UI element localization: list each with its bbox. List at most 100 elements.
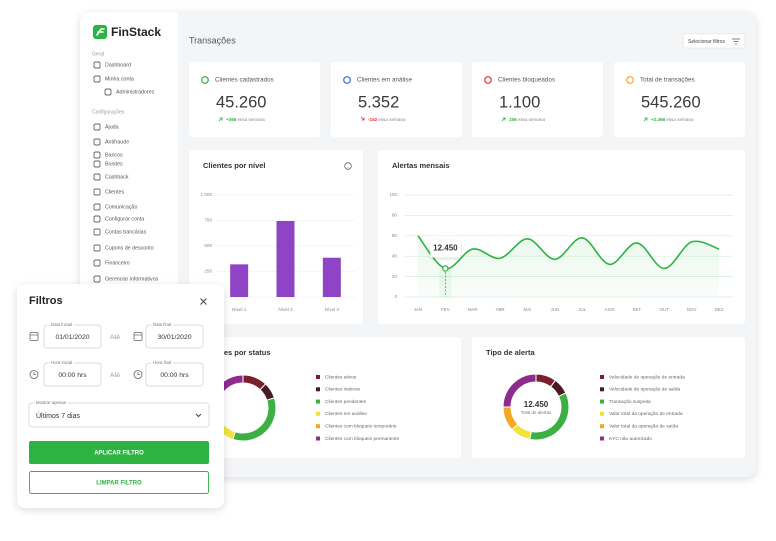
kpi-change: -152 — [368, 117, 378, 122]
sidebar-icon — [93, 123, 101, 131]
legend-label: Valor total da operação de saída — [609, 423, 678, 429]
input-label: Hora inicial — [51, 360, 72, 365]
chart-title: Tipo de alerta — [486, 348, 535, 357]
sidebar-item[interactable]: Configurar conta — [105, 216, 144, 222]
sidebar-item[interactable]: Administradores — [116, 89, 155, 95]
tooltip — [430, 240, 461, 258]
sidebar-item[interactable]: Financeiro — [105, 260, 130, 266]
sidebar-icon — [93, 244, 101, 252]
x-tick-label: SET — [633, 307, 642, 312]
donut-segment — [502, 373, 537, 408]
legend-label: Transação suspeita — [609, 399, 651, 405]
legend-label: Clientes inativos — [325, 387, 361, 393]
apply-button-label: APLICAR FILTRO — [94, 451, 144, 457]
legend-label: Velocidade de operação de saída — [609, 387, 681, 393]
chart-title: Clientes por nível — [203, 161, 266, 170]
clear-button-label: LIMPAR FILTRO — [96, 481, 142, 487]
kpi-arrow — [643, 117, 648, 122]
input-label: Data inicial — [51, 322, 72, 327]
y-tick-label: 1.000 — [201, 192, 213, 197]
sidebar-item[interactable]: Clientes — [105, 189, 124, 195]
kpi-note: essa semana — [237, 117, 265, 122]
sidebar-item[interactable]: Comunicação — [105, 204, 137, 210]
sidebar-item[interactable]: Dashboard — [105, 62, 131, 68]
legend-label: Velocidade de operação de entrada — [609, 374, 685, 380]
sidebar-item[interactable]: Bonites — [105, 161, 123, 167]
sidebar-item[interactable]: Minha conta — [105, 76, 134, 82]
chart-card — [189, 337, 461, 458]
apply-button[interactable] — [29, 441, 209, 464]
sidebar-item[interactable]: Cashback — [105, 174, 129, 180]
kpi-label: Clientes cadastrados — [215, 77, 274, 84]
close-icon[interactable] — [200, 298, 207, 305]
logo-glyph — [96, 28, 105, 36]
calendar-icon — [29, 332, 39, 341]
legend-label: Valor total da operação de entrada — [609, 411, 683, 417]
kpi-arrow — [218, 117, 223, 122]
clock-icon — [133, 370, 143, 379]
sidebar-item[interactable]: Ajuda — [105, 124, 119, 130]
x-tick-label: DEZ — [715, 307, 724, 312]
filter-icon — [732, 38, 740, 45]
legend-label: Clientes em análise — [325, 411, 367, 417]
x-tick-label: JUL — [578, 307, 586, 312]
x-tick-label: JUN — [551, 307, 560, 312]
input-label: Hora final — [153, 360, 171, 365]
input-label-bg — [49, 323, 74, 327]
sidebar-icon — [93, 75, 101, 83]
kpi-label: Clientes em análise — [357, 77, 412, 84]
chart-title: Alertas mensais — [392, 161, 450, 170]
sidebar-item[interactable]: Cupons de desconto — [105, 245, 154, 251]
kpi-note: essa semana — [666, 117, 694, 122]
bar — [322, 257, 341, 297]
range-separator: Até — [110, 334, 120, 341]
legend-label: Clientes pendentes — [325, 399, 367, 405]
kpi-value: 545.260 — [641, 93, 701, 111]
sidebar-icon — [93, 228, 101, 236]
logo-text: FinStack — [111, 25, 161, 39]
sidebar-section-title: Configurações — [92, 109, 125, 115]
x-tick-label: Nível 1 — [232, 307, 247, 312]
sidebar-icon — [93, 188, 101, 196]
input-box[interactable] — [145, 362, 204, 387]
bar — [230, 264, 249, 297]
sidebar-icon — [104, 88, 112, 96]
input-label-bg — [151, 361, 173, 365]
line — [417, 235, 720, 270]
select-box[interactable] — [28, 402, 210, 428]
kpi-note: essa semana — [518, 117, 546, 122]
legend-swatch — [316, 436, 320, 441]
legend-swatch — [316, 375, 320, 379]
kpi-label: Total de transações — [640, 77, 695, 84]
sidebar-icon — [93, 259, 101, 267]
legend-label: Clientes ativos — [325, 374, 357, 380]
sidebar-item[interactable]: Gerenciar informativos — [105, 276, 159, 282]
input-label-bg — [49, 361, 74, 365]
sidebar-item[interactable]: Contas bancárias — [105, 229, 147, 235]
select-value: Últimos 7 dias — [36, 411, 80, 420]
sidebar-icon — [93, 138, 101, 146]
legend-label: Clientes com bloqueio permanente — [325, 436, 399, 442]
filter-button[interactable] — [682, 33, 746, 49]
kpi-change: +366 — [226, 117, 237, 122]
kpi-label: Clientes bloqueados — [498, 77, 555, 84]
x-tick-label: AGO — [605, 307, 615, 312]
input-value: 00:00 hrs — [160, 372, 189, 379]
kpi-change: 156 — [509, 117, 517, 122]
clear-button[interactable] — [29, 471, 209, 494]
input-label: Data final — [153, 322, 171, 327]
x-tick-label: MAI — [524, 307, 532, 312]
sidebar-item[interactable]: Bancos — [105, 152, 123, 158]
input-box[interactable] — [145, 324, 204, 349]
legend-swatch — [600, 399, 604, 404]
y-tick-label: 750 — [204, 218, 212, 223]
input-value: 30/01/2020 — [157, 334, 191, 341]
filter-title: Filtros — [29, 295, 63, 307]
sidebar-icon — [93, 203, 101, 211]
filter-button-label: Selecionar filtros — [688, 39, 725, 45]
chart-card — [472, 337, 745, 458]
y-tick-label: 0 — [394, 294, 397, 299]
sidebar-item[interactable]: Antifraude — [105, 139, 129, 145]
